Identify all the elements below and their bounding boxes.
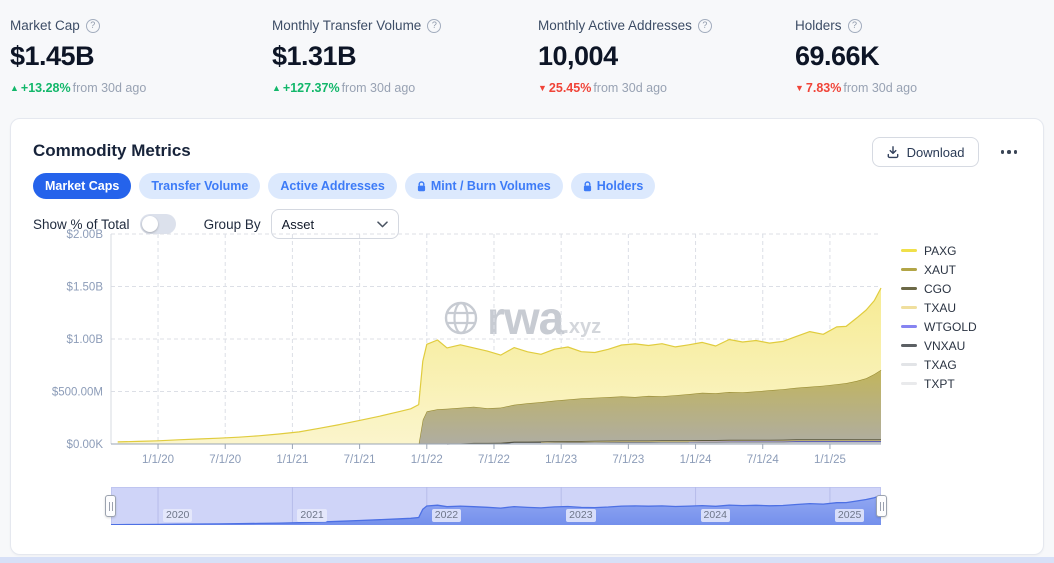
svg-text:1/1/21: 1/1/21 [276,454,308,466]
stat-label: Monthly Transfer Volume [272,18,422,33]
stat-delta: ▲ +13.28% from 30d ago [10,81,147,95]
svg-text:1/1/24: 1/1/24 [680,454,713,466]
bottom-strip [0,557,1054,563]
brush-chart[interactable] [111,487,881,525]
stat-market-cap: Market Cap ? $1.45B ▲ +13.28% from 30d ago [10,18,260,95]
show-pct-toggle[interactable] [139,214,176,234]
svg-text:7/1/21: 7/1/21 [344,454,376,466]
brush-year-label: 2023 [566,509,596,522]
stat-value: 69.66K [795,41,880,71]
stat-delta: ▲ +127.37% from 30d ago [272,81,416,95]
stat-delta: ▼ 25.45% from 30d ago [538,81,667,95]
legend-swatch [901,248,917,253]
lock-icon [417,180,425,191]
group-by-label: Group By [203,216,261,232]
delta-arrow-icon: ▼ [538,83,547,93]
delta-arrow-icon: ▲ [10,83,19,93]
svg-text:$2.00B: $2.00B [67,229,104,241]
delta-arrow-icon: ▲ [272,83,281,93]
delta-arrow-icon: ▼ [795,83,804,93]
stat-label: Holders [795,18,842,33]
brush-labels: 2020 2021 2022 2023 2024 2025 [111,487,881,525]
legend-item-txpt[interactable]: TXPT [901,374,977,393]
help-icon[interactable]: ? [85,18,100,33]
tab-active-addresses[interactable]: Active Addresses [268,173,397,199]
range-brush[interactable]: 2020 2021 2022 2023 2024 2025 [105,487,887,525]
stat-value: 10,004 [538,41,618,71]
download-icon [887,146,899,159]
legend: PAXG XAUT CGO TXAU WTGOLD VNXAU TXAG TXP… [901,241,977,393]
legend-item-cgo[interactable]: CGO [901,279,977,298]
stat-holders: Holders ? 69.66K ▼ 7.83% from 30d ago [795,18,1045,95]
legend-item-txag[interactable]: TXAG [901,355,977,374]
stat-label: Market Cap [10,18,80,33]
legend-swatch [901,343,917,348]
ellipsis-icon [1000,150,1004,154]
svg-text:7/1/23: 7/1/23 [612,454,644,466]
legend-item-xaut[interactable]: XAUT [901,260,977,279]
commodity-metrics-card: Commodity Metrics Download Market Caps T… [10,118,1044,555]
metric-tabs: Market Caps Transfer Volume Active Addre… [33,173,656,199]
svg-text:7/1/24: 7/1/24 [747,454,780,466]
stat-delta: ▼ 7.83% from 30d ago [795,81,918,95]
watermark: rwa .xyz [439,291,601,345]
brush-year-label: 2022 [431,509,462,522]
chevron-down-icon [376,220,388,227]
brush-year-label: 2020 [163,509,193,522]
chart-controls: Show % of Total Group By Asset [33,209,399,239]
stat-value: $1.45B [10,41,95,71]
legend-swatch [901,324,917,329]
help-icon[interactable]: ? [847,18,862,33]
legend-swatch [901,267,917,272]
svg-text:1/1/23: 1/1/23 [545,454,577,466]
brush-year-label: 2021 [297,509,327,522]
brush-handle-right[interactable] [876,495,887,517]
legend-swatch [901,381,917,386]
help-icon[interactable]: ? [697,18,712,33]
legend-item-paxg[interactable]: PAXG [901,241,977,260]
tab-holders[interactable]: Holders [570,173,656,199]
legend-item-wtgold[interactable]: WTGOLD [901,317,977,336]
svg-text:1/1/22: 1/1/22 [411,454,443,466]
svg-text:$1.00B: $1.00B [67,334,104,346]
stat-label: Monthly Active Addresses [538,18,692,33]
stats-row: Market Cap ? $1.45B ▲ +13.28% from 30d ago… [0,0,1054,110]
stat-monthly-active-addresses: Monthly Active Addresses ? 10,004 ▼ 25.45… [538,18,788,95]
brush-year-label: 2024 [700,509,730,522]
legend-swatch [901,286,917,291]
help-icon[interactable]: ? [427,18,442,33]
download-button[interactable]: Download [871,137,979,167]
legend-swatch [901,362,917,367]
svg-text:$500.00M: $500.00M [52,387,103,399]
tab-market-caps[interactable]: Market Caps [33,173,132,199]
stat-value: $1.31B [272,41,357,71]
stat-monthly-transfer-volume: Monthly Transfer Volume ? $1.31B ▲ +127.3… [272,18,522,95]
legend-item-vnxau[interactable]: VNXAU [901,336,977,355]
svg-text:$0.00K: $0.00K [67,439,104,451]
globe-icon [444,301,478,335]
brush-year-label: 2025 [834,509,865,522]
tab-transfer-volume[interactable]: Transfer Volume [139,173,261,199]
svg-text:1/1/20: 1/1/20 [142,454,174,466]
page-title: Commodity Metrics [33,141,191,160]
svg-text:7/1/22: 7/1/22 [478,454,510,466]
show-pct-label: Show % of Total [33,216,130,232]
brush-handle-left[interactable] [105,495,116,517]
more-menu-button[interactable] [999,144,1020,160]
svg-text:1/1/25: 1/1/25 [814,454,846,466]
legend-swatch [901,305,917,310]
chart-plot[interactable]: $2.00B $1.50B $1.00B $500.00M $0.00K 1/1/20 7/… [11,227,1045,479]
legend-item-txau[interactable]: TXAU [901,298,977,317]
tab-mint-burn-volumes[interactable]: Mint / Burn Volumes [404,173,563,199]
chart: rwa .xyz $2.00B $1.50B $1.00B $500.00M $0.00… [11,227,1045,479]
svg-text:$1.50B: $1.50B [67,282,104,294]
lock-icon [583,180,591,191]
svg-text:7/1/20: 7/1/20 [209,454,241,466]
